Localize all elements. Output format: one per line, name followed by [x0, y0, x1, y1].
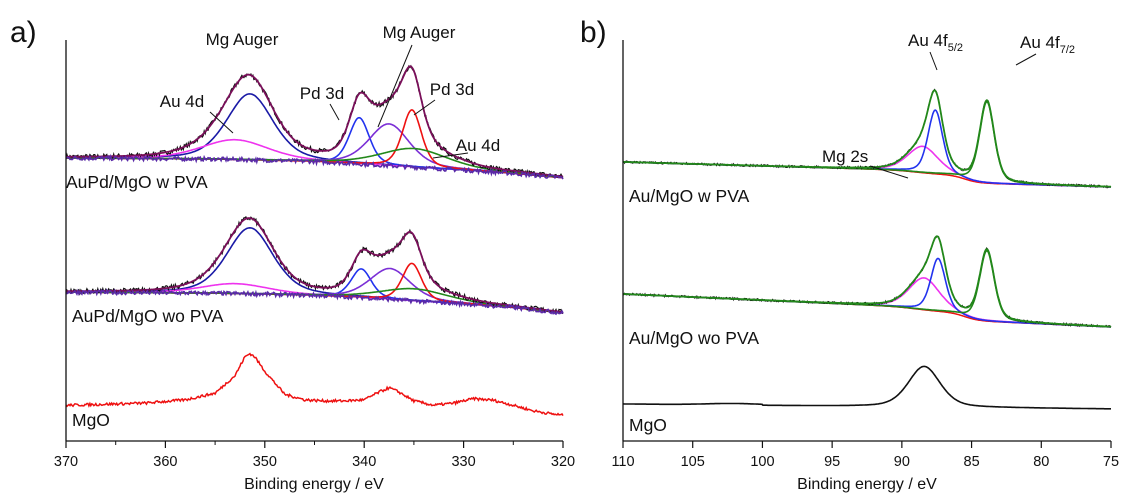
x-tick-label: 330 [451, 454, 475, 470]
peak-component-au-4f-5-2 [623, 257, 1111, 328]
peak-label-leader [329, 103, 340, 121]
panel-b-labels: Au/MgO w PVA Au/MgO wo PVA MgO Au 4f5/2 Au 4… [629, 31, 1075, 435]
background-line [65, 288, 564, 316]
x-tick-label: 340 [352, 454, 376, 470]
x-tick-label: 100 [750, 454, 774, 470]
peak-label: Mg Auger [206, 30, 279, 49]
panel-b-ticks: 110 105 100 95 90 85 80 75 [611, 441, 1119, 470]
panel-a-x-axis-title: Binding energy / eV [244, 476, 384, 493]
peak-label-leader [869, 165, 909, 179]
panel-a-labels: AuPd/MgO w PVA AuPd/MgO wo PVA MgO Mg Auger… [66, 23, 500, 430]
raw-spectrum [622, 88, 1112, 189]
sample-label: Au/MgO w PVA [629, 186, 750, 206]
peak-label: Au 4d [160, 92, 204, 111]
peak-label: Au 4d [456, 136, 500, 155]
sample-label: AuPd/MgO wo PVA [72, 306, 224, 326]
x-tick-label: 95 [824, 454, 840, 470]
peak-label: Au 4f5/2 [908, 31, 963, 54]
peak-label-subscript: 7/2 [1060, 44, 1075, 56]
panel-b-x-axis-title: Binding energy / eV [797, 476, 937, 493]
peak-component-mg-2s [623, 277, 1112, 328]
peak-component-mg-auger [66, 226, 564, 314]
panel-b: b) 110 105 100 95 90 85 80 75 Binding energy / … [580, 16, 1119, 493]
sample-label: MgO [629, 415, 667, 435]
x-tick-label: 105 [681, 454, 705, 470]
raw-spectrum [65, 215, 564, 315]
peak-label-leader [929, 51, 938, 71]
x-tick-label: 75 [1103, 454, 1119, 470]
peak-label: Pd 3d [430, 80, 474, 99]
x-tick-label: 320 [551, 454, 575, 470]
sample-label: MgO [72, 410, 110, 430]
peak-label-leader [413, 99, 436, 116]
mgo-spectrum [623, 365, 1111, 410]
background-line [65, 153, 564, 180]
x-tick-label: 85 [964, 454, 980, 470]
fit-envelope [66, 217, 564, 313]
panel-b-letter: b) [580, 16, 607, 49]
panel-a-letter: a) [10, 16, 37, 49]
x-tick-label: 80 [1033, 454, 1049, 470]
sample-label: AuPd/MgO w PVA [66, 172, 208, 192]
raw-spectrum [622, 235, 1112, 328]
peak-label: Mg 2s [822, 147, 868, 166]
peak-label: Mg Auger [383, 23, 456, 42]
peak-label-subscript: 5/2 [948, 42, 963, 54]
x-tick-label: 90 [894, 454, 910, 470]
peak-label: Au 4f7/2 [1020, 33, 1075, 56]
fit-envelope [66, 65, 564, 178]
panel-a-traces [65, 64, 564, 416]
x-tick-label: 370 [54, 454, 78, 470]
peak-component-au-4f-7-2 [623, 100, 1111, 188]
peak-component-au-4f-7-2 [623, 249, 1112, 328]
peak-label-leader [209, 111, 234, 134]
panel-b-traces [622, 88, 1112, 410]
fit-envelope [623, 89, 1111, 188]
peak-label-leader [432, 152, 469, 159]
mgo-spectrum [65, 352, 564, 416]
peak-label: Pd 3d [300, 84, 344, 103]
fit-envelope [622, 235, 1112, 328]
x-tick-label: 110 [611, 454, 634, 470]
peak-label-leader [377, 44, 413, 128]
x-tick-label: 350 [253, 454, 277, 470]
x-tick-label: 360 [153, 454, 177, 470]
panel-a-ticks: 370 360 350 340 330 320 [54, 441, 575, 470]
panel-a: a) 370 360 350 340 330 320 Binding energy / e… [10, 16, 575, 493]
sample-label: Au/MgO wo PVA [629, 328, 759, 348]
peak-label-leader [1015, 53, 1037, 66]
